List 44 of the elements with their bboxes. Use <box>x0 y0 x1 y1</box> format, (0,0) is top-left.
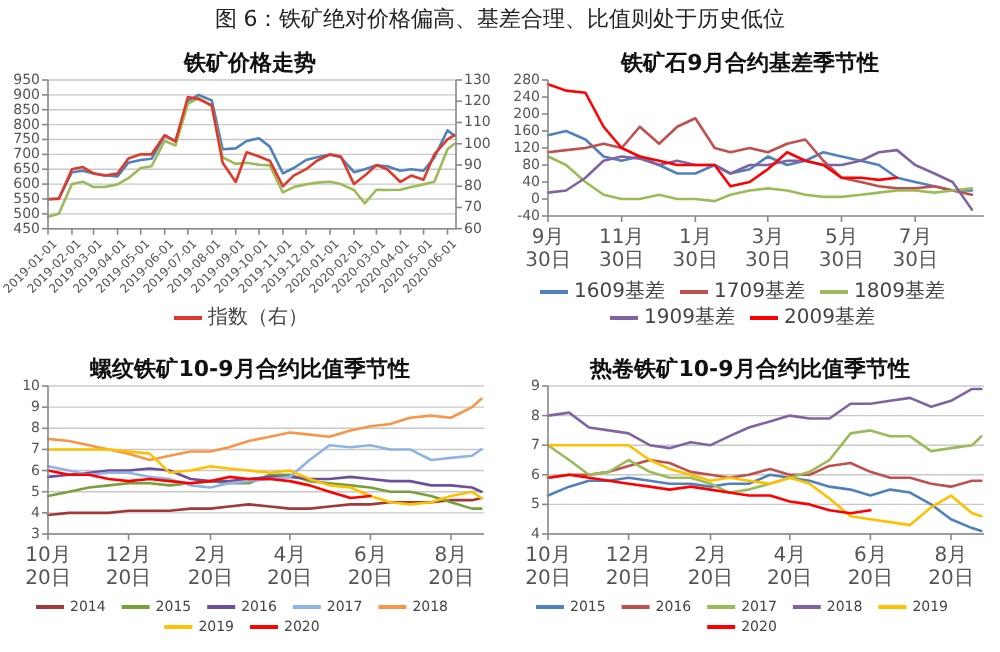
x-tick-label: 12月20日 <box>605 545 652 590</box>
x-tick-label: 4月20日 <box>267 545 313 590</box>
line-series <box>546 473 872 515</box>
line-series <box>46 96 456 219</box>
x-tick-label: 4月20日 <box>767 545 813 590</box>
x-tick-label: 2月20日 <box>187 545 234 590</box>
x-tick-label: 6月20日 <box>847 545 894 590</box>
x-tick-label: 8月20日 <box>928 545 974 590</box>
line-series <box>46 397 483 462</box>
x-tick-label: 6月20日 <box>347 545 394 590</box>
x-tick-label: 3月30日 <box>745 227 791 272</box>
legend-label: 指数（右） <box>206 305 308 329</box>
legend-label: 1709基差 <box>714 279 805 303</box>
x-tick-label: 11月30日 <box>598 227 645 272</box>
line-series <box>546 129 974 192</box>
x-tick-label: 12月20日 <box>105 545 152 590</box>
x-tick-label: 10月20日 <box>25 545 71 590</box>
legend-label: 2009基差 <box>784 305 875 329</box>
line-series <box>46 448 483 506</box>
legend-label: 1809基差 <box>854 279 945 303</box>
chart-title: 热卷铁矿10-9月合约比值季节性 <box>588 356 910 382</box>
x-tick-label: 2月20日 <box>687 545 734 590</box>
line-series <box>46 473 483 510</box>
x-tick-label: 1月30日 <box>672 227 719 272</box>
x-tick-label: 5月30日 <box>818 227 865 272</box>
legend-label: 1909基差 <box>644 305 735 329</box>
line-series <box>46 496 483 517</box>
line-series <box>46 469 372 500</box>
text: 图 6：铁矿绝对价格偏高、基差合理、比值则处于历史低位 <box>214 6 786 32</box>
line-series <box>546 82 899 188</box>
legend-label: 1609基差 <box>574 279 665 303</box>
x-tick-label: 8月20日 <box>428 545 474 590</box>
line-series <box>546 116 974 197</box>
chart-title: 螺纹铁矿10-9月合约比值季节性 <box>88 356 410 382</box>
line-series <box>546 429 983 494</box>
x-tick-label: 9月30日 <box>525 227 571 272</box>
x-tick-label: 10月20日 <box>525 545 571 590</box>
line-series <box>546 387 983 450</box>
line-series <box>46 467 483 494</box>
chart-title: 铁矿价格走势 <box>182 50 316 76</box>
chart-title: 铁矿石9月合约基差季节性 <box>619 50 879 76</box>
x-tick-label: 7月30日 <box>892 227 938 272</box>
line-series <box>46 443 483 489</box>
line-series <box>546 443 983 527</box>
